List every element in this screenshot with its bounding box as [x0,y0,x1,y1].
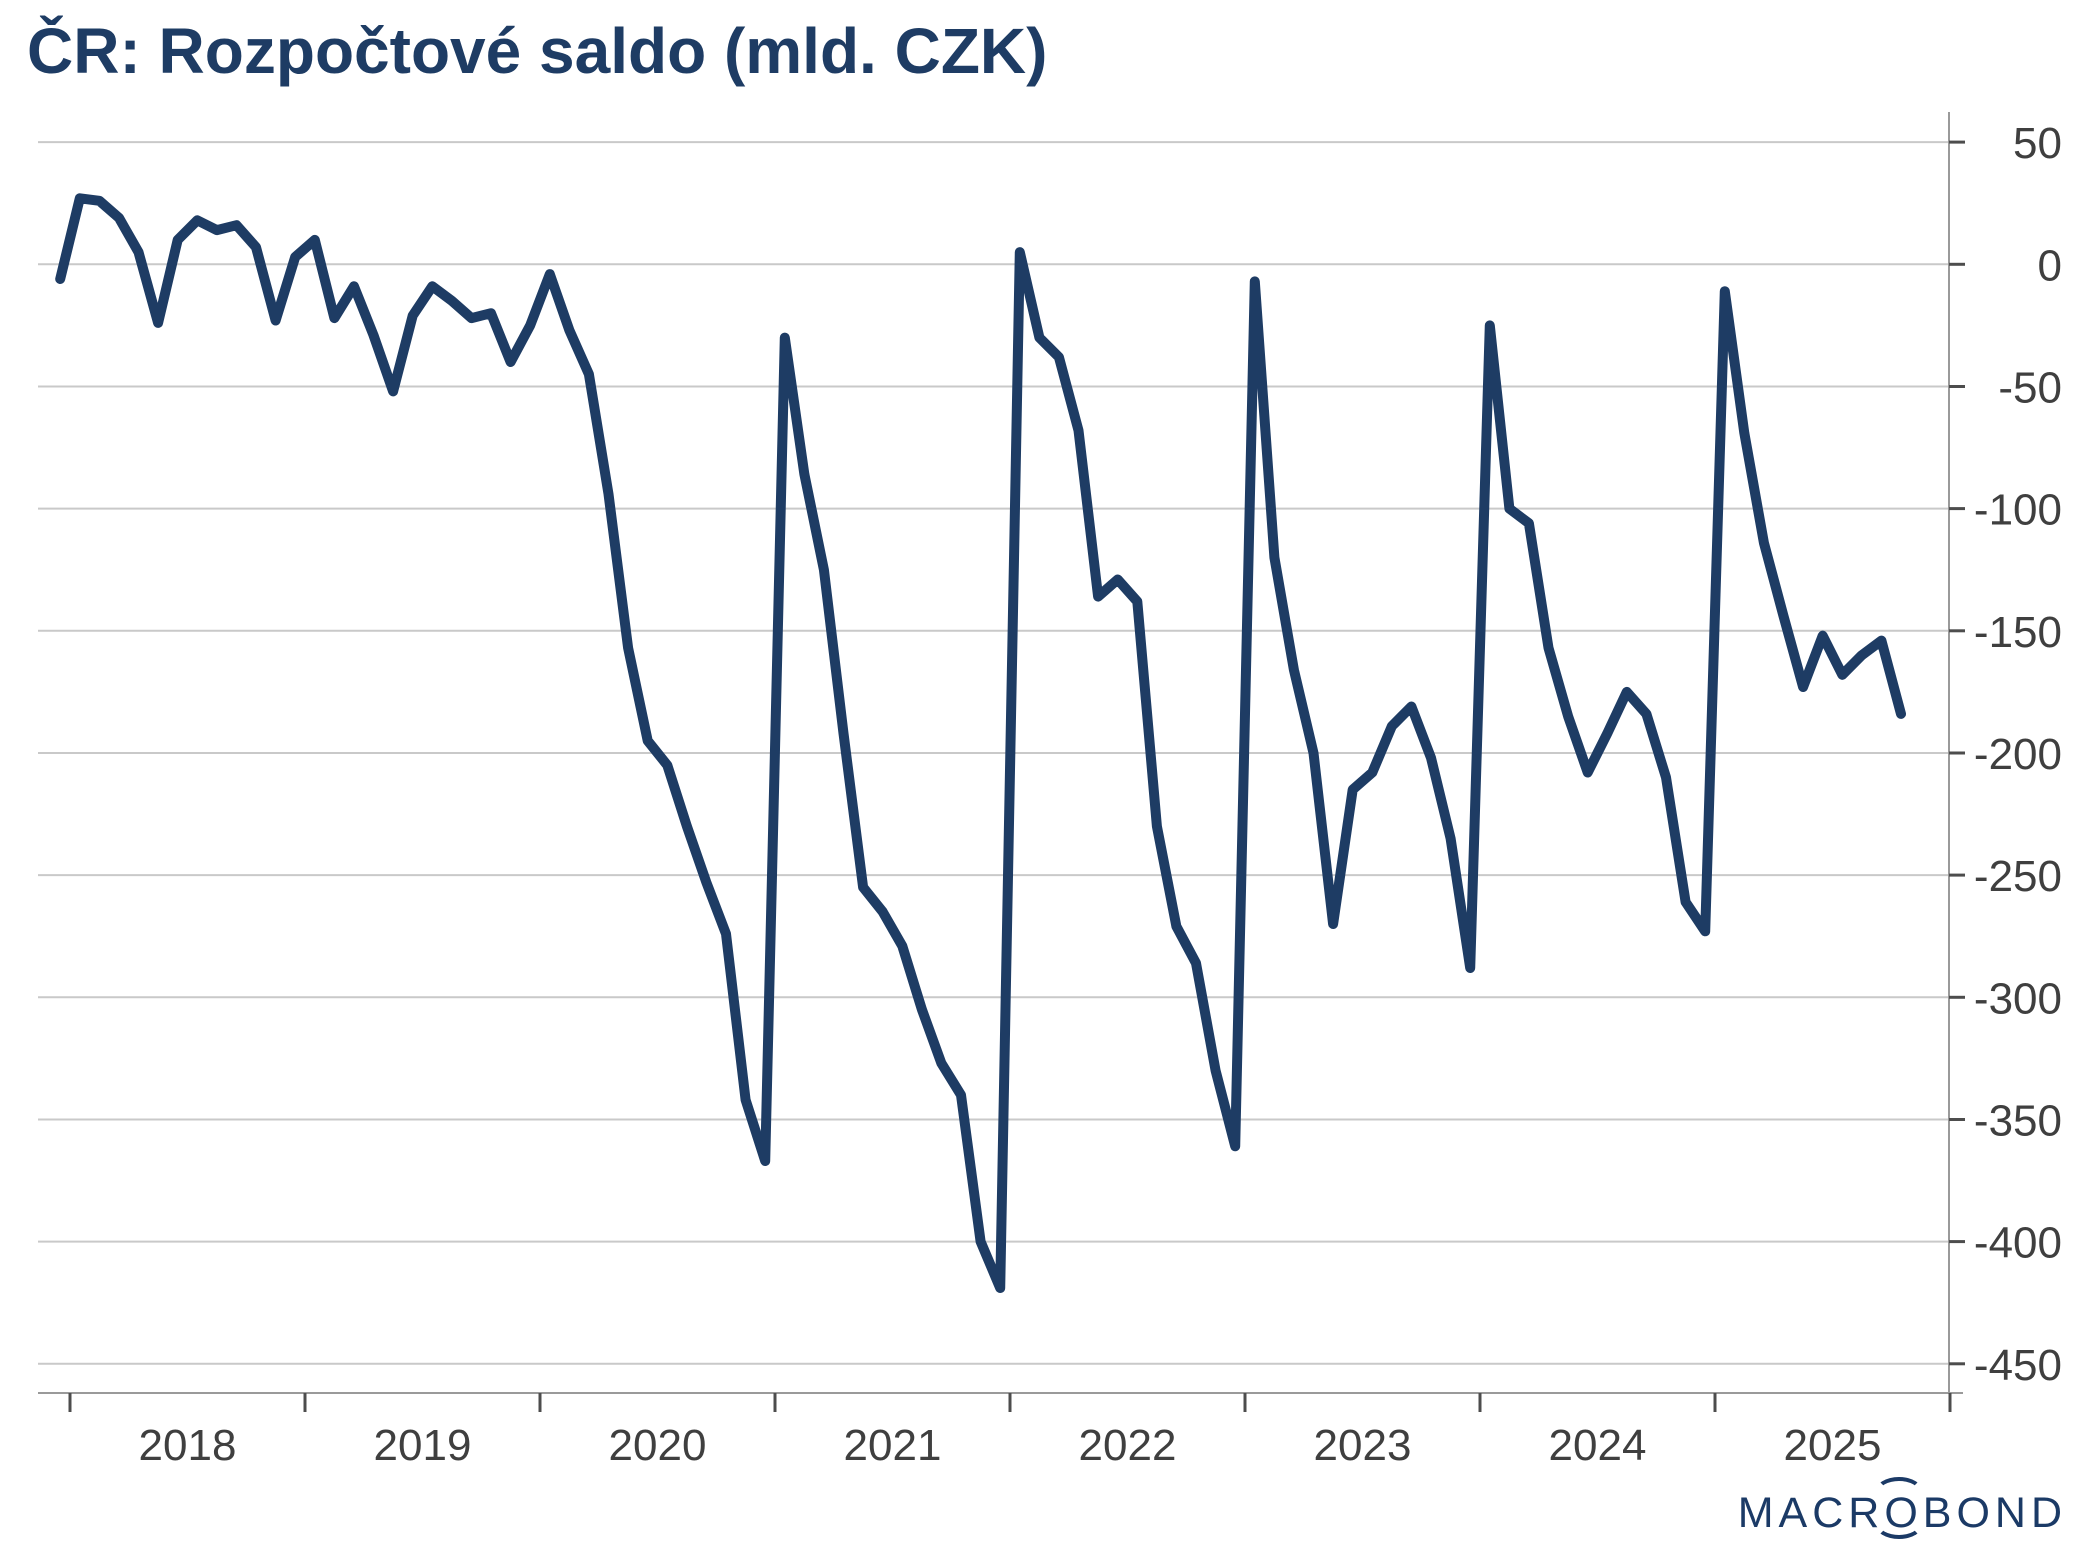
x-tick-label-2019: 2019 [374,1421,472,1470]
x-tick-label-2024: 2024 [1549,1421,1647,1470]
y-axis-labels: 50 0 -50 -100 -150 -200 -250 -300 -350 -400 -450 [1974,119,2062,1390]
y-tick-label--200: -200 [1974,730,2062,779]
series-line-budget-balance [55,193,1906,1293]
x-axis-labels: 2018 2019 2020 2021 2022 2023 2024 2025 [139,1421,1882,1470]
y-tick-label--350: -350 [1974,1097,2062,1146]
x-tick-label-2025: 2025 [1784,1421,1882,1470]
x-tick-label-2018: 2018 [139,1421,237,1470]
chart-title: ČR: Rozpočtové saldo (mld. CZK) [27,15,1048,87]
y-tick-label-50: 50 [2013,119,2062,168]
y-tick-label--400: -400 [1974,1219,2062,1268]
y-tick-label--50: -50 [1998,364,2062,413]
y-tick-label--100: -100 [1974,486,2062,535]
macrobond-logo: MACROBOND [1737,1477,2067,1539]
x-tick-label-2021: 2021 [844,1421,942,1470]
x-tick-label-2020: 2020 [609,1421,707,1470]
gridlines [38,141,1949,1365]
y-axis-ticks [1949,140,1965,1366]
x-tick-label-2022: 2022 [1079,1421,1177,1470]
macrobond-logo-suffix: BOND [1922,1489,2067,1537]
y-tick-label--150: -150 [1974,608,2062,657]
y-tick-label--450: -450 [1974,1341,2062,1390]
data-series [55,193,1906,1293]
macrobond-logo-orbit-o: O [1875,1477,1924,1539]
x-tick-label-2023: 2023 [1314,1421,1412,1470]
y-tick-label--300: -300 [1974,974,2062,1023]
macrobond-logo-prefix: MACR [1737,1489,1885,1537]
x-axis-ticks [68,1393,1952,1412]
y-tick-label--250: -250 [1974,852,2062,901]
y-tick-label-0: 0 [2038,241,2062,290]
